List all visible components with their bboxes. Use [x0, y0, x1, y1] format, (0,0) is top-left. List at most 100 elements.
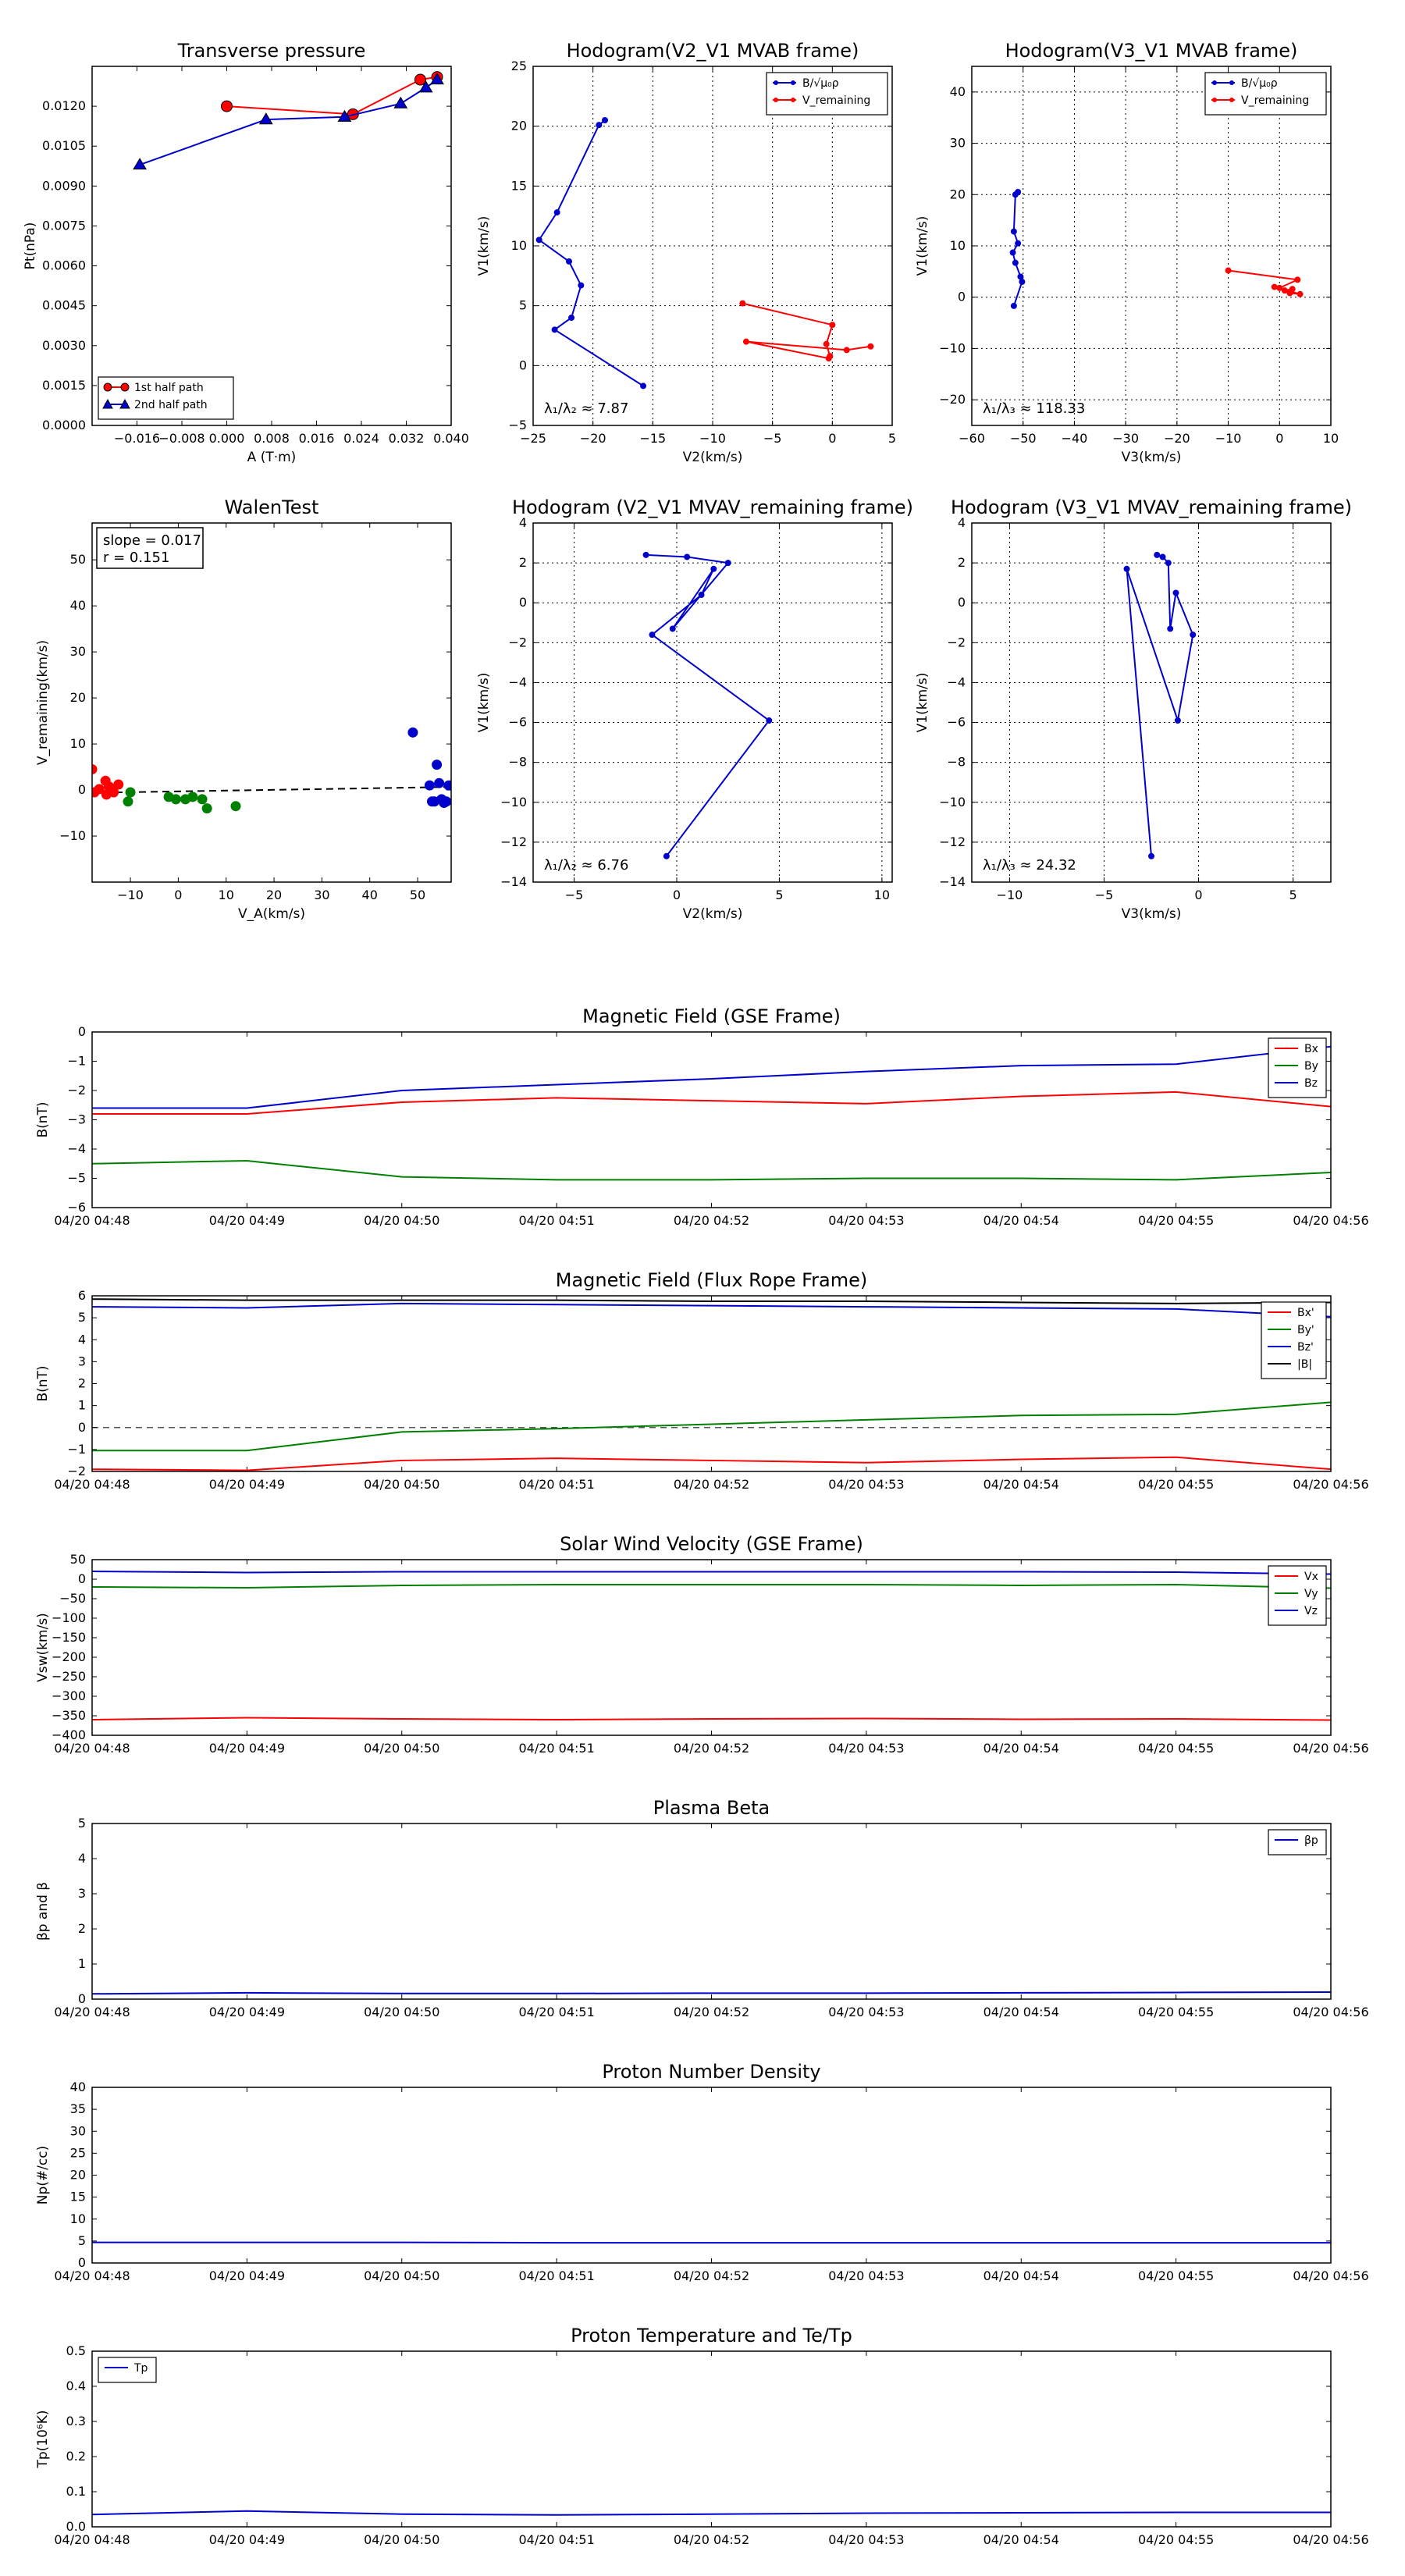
data-layer — [92, 1991, 1331, 1995]
x-tick-label: 0.000 — [209, 431, 245, 446]
legend-entry: Bz — [1304, 1077, 1318, 1090]
data-point — [578, 282, 585, 289]
x-tick-label: 0.040 — [433, 431, 469, 446]
legend-entry: By — [1304, 1060, 1318, 1073]
legend-entry: V_remaining — [1241, 94, 1309, 107]
chart-hodogram_v3_mvav: Hodogram (V3_V1 MVAV_remaining frame) −10… — [915, 496, 1352, 922]
chart-title: Plasma Beta — [653, 1797, 770, 1819]
x-tick-label: 04/20 04:56 — [1293, 2532, 1368, 2547]
legend: βp — [1268, 1829, 1327, 1856]
legend-entry: B/√μ₀ρ — [1241, 77, 1278, 90]
x-tick-label: 04/20 04:48 — [54, 1741, 130, 1756]
y-tick-label: −4 — [947, 674, 966, 689]
x-tick-label: −20 — [1164, 431, 1190, 446]
x-tick-label: 04/20 04:48 — [54, 1477, 130, 1492]
x-tick-label: 04/20 04:55 — [1138, 1213, 1214, 1228]
y-tick-label: 10 — [70, 2211, 86, 2226]
y-tick-label: −10 — [939, 340, 966, 355]
data-point — [642, 551, 649, 558]
y-tick-label: 2 — [78, 1921, 86, 1936]
y-tick-label: 20 — [70, 2168, 86, 2183]
legend-entry: Bx' — [1297, 1307, 1314, 1319]
data-point — [432, 760, 443, 770]
chart-solar_wind_velocity: Solar Wind Velocity (GSE Frame) 04/20 04:… — [35, 1533, 1369, 1756]
x-tick-label: 04/20 04:51 — [518, 2532, 594, 2547]
legend-entry: Vx — [1304, 1571, 1318, 1583]
data-point-triangle — [430, 73, 444, 85]
y-tick-label: 5 — [78, 1816, 86, 1831]
y-tick-label: 0.0 — [66, 2519, 86, 2534]
legend: Tp — [98, 2357, 157, 2383]
data-point — [1294, 276, 1301, 283]
chart-title: Magnetic Field (Flux Rope Frame) — [556, 1269, 867, 1291]
y-tick-label: 0.3 — [66, 2414, 86, 2428]
y-tick-label: 0 — [519, 595, 527, 610]
data-point — [663, 852, 670, 859]
x-tick-label: 04/20 04:55 — [1138, 1741, 1214, 1756]
y-axis-label: V1(km/s) — [476, 216, 492, 276]
y-tick-label: 4 — [519, 515, 527, 530]
x-tick-label: 04/20 04:55 — [1138, 2005, 1214, 2019]
legend: Bx' By' Bz' |B| — [1261, 1301, 1327, 1379]
x-tick-label: 04/20 04:49 — [209, 2005, 285, 2019]
y-tick-label: 0 — [958, 595, 966, 610]
y-tick-label: 15 — [511, 178, 527, 193]
x-tick-label: −20 — [580, 431, 606, 446]
data-point — [407, 727, 418, 738]
data-point — [698, 592, 705, 598]
y-axis-label: V_remaining(km/s) — [35, 640, 51, 765]
y-tick-label: 0 — [78, 1024, 86, 1039]
y-tick-label: −2 — [67, 1464, 86, 1478]
legend: 1st half path 2nd half path — [98, 376, 234, 420]
x-tick-label: 04/20 04:54 — [984, 2268, 1059, 2283]
series-line-1st half path — [226, 76, 438, 116]
data-point — [1015, 240, 1022, 247]
x-axis-label: V2(km/s) — [683, 906, 743, 922]
data-layer — [92, 727, 451, 814]
data-layer — [1009, 189, 1304, 309]
y-tick-label: 2 — [78, 1376, 86, 1391]
x-tick-label: 04/20 04:51 — [518, 2005, 594, 2019]
data-point — [1190, 632, 1197, 639]
data-point — [187, 792, 198, 802]
x-tick-label: −10 — [699, 431, 726, 446]
y-tick-label: 0.0000 — [42, 418, 86, 432]
x-tick-label: 04/20 04:48 — [54, 2532, 130, 2547]
x-tick-label: −5 — [565, 888, 584, 902]
y-axis-label: V1(km/s) — [476, 673, 492, 733]
x-tick-label: 04/20 04:51 — [518, 2268, 594, 2283]
y-tick-label: 0.0075 — [42, 218, 86, 233]
annotation-line: r = 0.151 — [103, 550, 169, 566]
legend: B/√μ₀ρ V_remaining — [1204, 72, 1327, 116]
data-point — [443, 780, 451, 791]
y-tick-label: −100 — [52, 1610, 86, 1625]
y-tick-label: 2 — [519, 555, 527, 570]
data-point — [1012, 259, 1019, 266]
annotation-text: λ₁/λ₃ ≈ 118.33 — [983, 400, 1085, 417]
plot-frame — [91, 522, 452, 883]
y-tick-label: 0.0060 — [42, 258, 86, 273]
chart-title: WalenTest — [225, 496, 319, 518]
x-tick-label: 50 — [410, 888, 425, 902]
x-tick-label: −10 — [117, 888, 144, 902]
legend-frame — [98, 2357, 157, 2383]
plot-frame — [91, 1295, 1332, 1472]
chart-title: Proton Temperature and Te/Tp — [571, 2325, 852, 2347]
y-tick-label: 0.1 — [66, 2484, 86, 2499]
x-tick-label: 04/20 04:50 — [364, 1213, 439, 1228]
chart-walen_test: WalenTest −10 0 10 20 30 40 50 −10 0 10 20 30 40 50 V_A… — [35, 496, 452, 922]
plot-frame — [91, 2350, 1332, 2528]
series-line-Bz' — [92, 1302, 1331, 1318]
data-point — [1297, 290, 1304, 297]
y-tick-label: 6 — [78, 1288, 86, 1303]
data-point — [596, 122, 603, 129]
y-tick-label: −14 — [500, 874, 527, 889]
chart-transverse_pressure: Transverse pressure −0.016−0.008 0.000 0.00… — [23, 40, 469, 465]
legend-frame — [1261, 1301, 1327, 1379]
y-tick-label: 5 — [78, 2233, 86, 2248]
x-tick-label: 40 — [362, 888, 378, 902]
chart-hodogram_v3_mvab: Hodogram(V3_V1 MVAB frame) −60 −50 −40 −30 −2… — [915, 40, 1339, 465]
x-tick-label: 0 — [673, 888, 681, 902]
